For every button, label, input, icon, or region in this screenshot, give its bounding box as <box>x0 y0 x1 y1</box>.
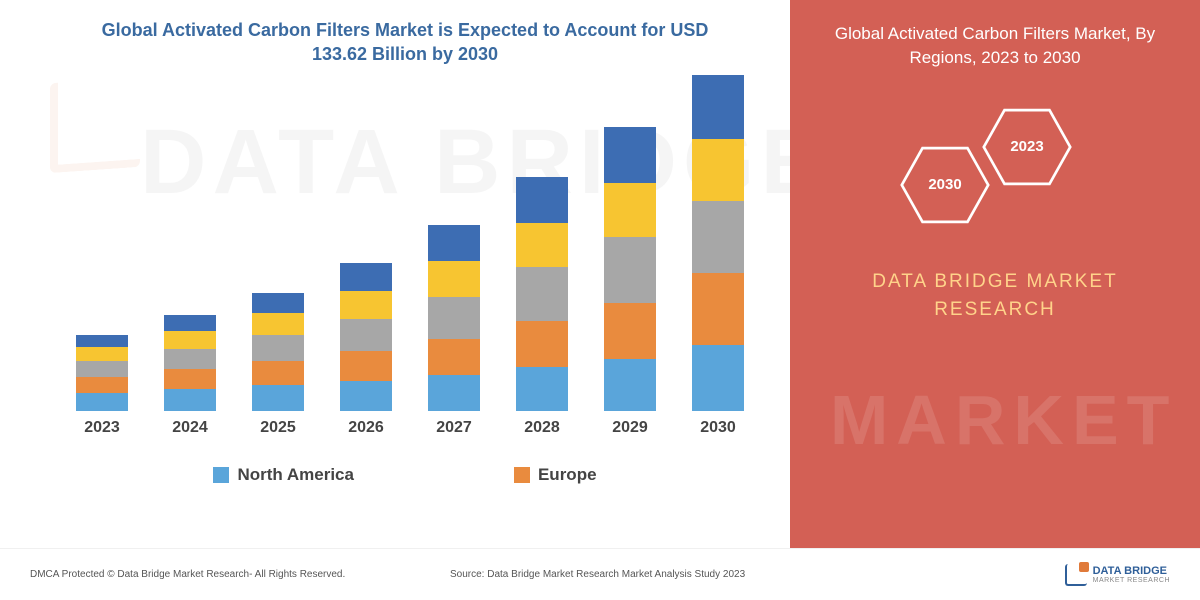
legend-label: Europe <box>538 465 597 485</box>
bar-segment <box>604 127 656 183</box>
bar-segment <box>692 139 744 201</box>
bar-segment <box>516 177 568 223</box>
bar-segment <box>164 315 216 331</box>
bar-segment <box>76 361 128 377</box>
bar-segment <box>252 293 304 313</box>
right-panel-title: Global Activated Carbon Filters Market, … <box>790 0 1200 70</box>
footer: DMCA Protected © Data Bridge Market Rese… <box>0 548 1200 600</box>
hex-2030: 2030 <box>900 146 990 224</box>
legend-item: Europe <box>514 465 597 485</box>
bar-segment <box>692 201 744 273</box>
bar-segment <box>428 225 480 261</box>
bar-col: 2025 <box>242 293 314 437</box>
bar-stack <box>516 177 568 411</box>
hex-wrap: 2030 2023 <box>790 88 1200 258</box>
bars-row: 2023 2024 2025 2026 2027 2028 2029 2030 <box>50 97 770 437</box>
bar-segment <box>76 393 128 411</box>
bar-stack <box>604 127 656 411</box>
hex-left-label: 2030 <box>928 176 961 193</box>
footer-logo-sub: MARKET RESEARCH <box>1093 577 1170 584</box>
footer-copyright: DMCA Protected © Data Bridge Market Rese… <box>30 569 450 580</box>
bar-segment <box>340 351 392 381</box>
chart-area: 2023 2024 2025 2026 2027 2028 2029 2030 <box>50 81 770 461</box>
bar-segment <box>516 223 568 267</box>
bar-segment <box>604 359 656 411</box>
bar-segment <box>516 367 568 411</box>
bar-segment <box>516 267 568 321</box>
chart-title: Global Activated Carbon Filters Market i… <box>85 18 725 67</box>
bar-segment <box>604 303 656 359</box>
bar-stack <box>252 293 304 411</box>
bar-segment <box>516 321 568 367</box>
bar-segment <box>340 263 392 291</box>
bar-segment <box>76 347 128 361</box>
bar-segment <box>76 377 128 393</box>
x-axis-label: 2025 <box>260 419 296 437</box>
bar-col: 2023 <box>66 335 138 437</box>
bar-segment <box>428 375 480 411</box>
bar-col: 2026 <box>330 263 402 437</box>
logo-mark-icon <box>1065 564 1087 586</box>
bar-segment <box>164 349 216 369</box>
x-axis-label: 2023 <box>84 419 120 437</box>
bar-col: 2029 <box>594 127 666 437</box>
right-watermark: MARKET <box>830 380 1177 460</box>
bar-col: 2024 <box>154 315 226 437</box>
bar-stack <box>340 263 392 411</box>
brand-line-1: DATA BRIDGE MARKET <box>872 271 1117 292</box>
legend-item: North America <box>213 465 354 485</box>
bar-segment <box>340 319 392 351</box>
bar-segment <box>428 261 480 297</box>
bar-segment <box>76 335 128 347</box>
x-axis-label: 2029 <box>612 419 648 437</box>
bar-segment <box>164 331 216 349</box>
hex-2023: 2023 <box>982 108 1072 186</box>
legend-swatch-icon <box>213 467 229 483</box>
x-axis-label: 2026 <box>348 419 384 437</box>
bar-stack <box>692 75 744 411</box>
right-panel: Global Activated Carbon Filters Market, … <box>790 0 1200 600</box>
footer-logo: DATA BRIDGE MARKET RESEARCH <box>1065 564 1170 586</box>
bar-segment <box>164 389 216 411</box>
x-axis-label: 2030 <box>700 419 736 437</box>
bar-segment <box>428 339 480 375</box>
bar-stack <box>76 335 128 411</box>
footer-source: Source: Data Bridge Market Research Mark… <box>450 569 1065 580</box>
bar-segment <box>428 297 480 339</box>
legend-row: North America Europe <box>40 465 770 485</box>
brand-title: DATA BRIDGE MARKET RESEARCH <box>790 268 1200 325</box>
bar-segment <box>604 183 656 237</box>
x-axis-label: 2024 <box>172 419 208 437</box>
bar-segment <box>692 345 744 411</box>
footer-logo-name: DATA BRIDGE <box>1093 566 1170 577</box>
hex-right-label: 2023 <box>1010 138 1043 155</box>
bar-segment <box>252 361 304 385</box>
bar-segment <box>252 335 304 361</box>
bar-segment <box>340 291 392 319</box>
bar-segment <box>692 75 744 139</box>
brand-line-2: RESEARCH <box>934 299 1056 320</box>
bar-col: 2028 <box>506 177 578 437</box>
bar-segment <box>164 369 216 389</box>
bar-segment <box>604 237 656 303</box>
legend-swatch-icon <box>514 467 530 483</box>
bar-segment <box>252 313 304 335</box>
x-axis-label: 2028 <box>524 419 560 437</box>
bar-segment <box>340 381 392 411</box>
bar-segment <box>252 385 304 411</box>
left-panel: DATA BRIDGE Global Activated Carbon Filt… <box>0 0 790 600</box>
bar-stack <box>164 315 216 411</box>
x-axis-label: 2027 <box>436 419 472 437</box>
legend-label: North America <box>237 465 354 485</box>
bar-col: 2027 <box>418 225 490 437</box>
bar-stack <box>428 225 480 411</box>
bar-col: 2030 <box>682 75 754 437</box>
bar-segment <box>692 273 744 345</box>
